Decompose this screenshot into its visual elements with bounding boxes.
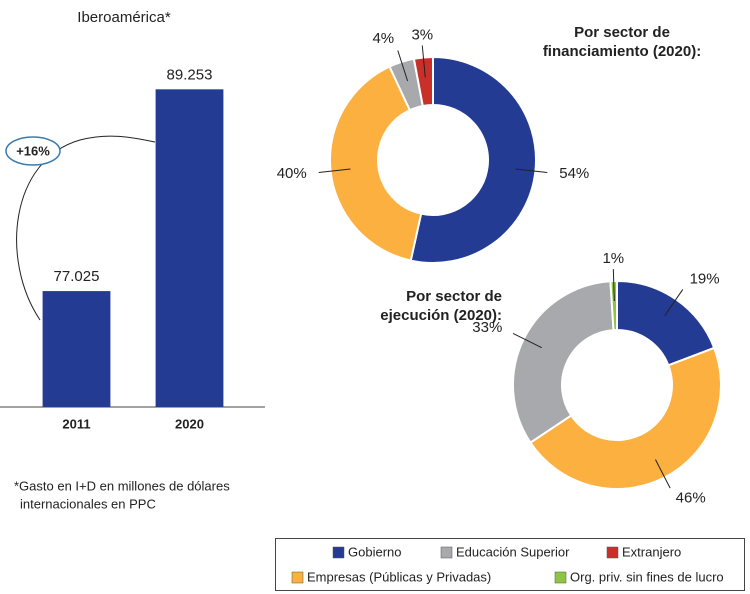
leader-line	[318, 168, 351, 173]
bar	[155, 89, 224, 407]
slice-label: 40%	[277, 165, 307, 182]
slice-label: 33%	[472, 319, 502, 336]
bar	[42, 291, 111, 407]
value-label: 77.025	[54, 268, 100, 285]
growth-label: +16%	[16, 143, 50, 158]
legend-box	[275, 538, 745, 591]
legend-swatch	[440, 546, 453, 559]
x-tick-label: 2011	[62, 416, 90, 431]
footnote: internacionales en PPC	[20, 496, 156, 511]
slice-label: 54%	[559, 165, 589, 182]
pie-title: Por sector de	[406, 288, 502, 305]
leader-line	[421, 45, 426, 78]
legend-label: Org. priv. sin fines de lucro	[570, 569, 724, 584]
bar-title: Iberoamérica*	[77, 9, 171, 26]
leader-line	[612, 269, 615, 302]
slice-label: 4%	[372, 30, 394, 47]
legend-swatch	[332, 546, 345, 559]
footnote: *Gasto en I+D en millones de dólares	[14, 478, 230, 493]
donut-slice	[412, 55, 434, 108]
slice-label: 3%	[411, 26, 433, 43]
leader-line	[664, 289, 684, 317]
leader-line	[512, 333, 542, 349]
slice-label: 1%	[602, 250, 624, 267]
legend-swatch	[291, 571, 304, 584]
leader-line	[655, 459, 671, 489]
legend-label: Gobierno	[348, 544, 401, 559]
pie-title: Por sector de	[574, 24, 670, 41]
donut-slice	[512, 280, 615, 444]
pie-title: ejecución (2020):	[380, 307, 502, 324]
legend-label: Educación Superior	[456, 544, 570, 559]
pie-title: financiamiento (2020):	[543, 43, 701, 60]
donut-slice	[609, 279, 618, 332]
donut-slice	[329, 65, 423, 262]
legend-label: Extranjero	[622, 544, 681, 559]
x-tick-label: 2020	[175, 416, 204, 431]
legend-label: Empresas (Públicas y Privadas)	[307, 569, 491, 584]
growth-badge	[5, 136, 61, 166]
leader-line	[515, 168, 548, 173]
leader-line	[397, 50, 409, 82]
donut-slice	[529, 346, 722, 490]
value-label: 89.253	[167, 66, 213, 83]
slice-label: 46%	[676, 490, 706, 507]
legend-swatch	[606, 546, 619, 559]
donut-slice	[409, 55, 537, 264]
legend-swatch	[554, 571, 567, 584]
slice-label: 19%	[690, 271, 720, 288]
